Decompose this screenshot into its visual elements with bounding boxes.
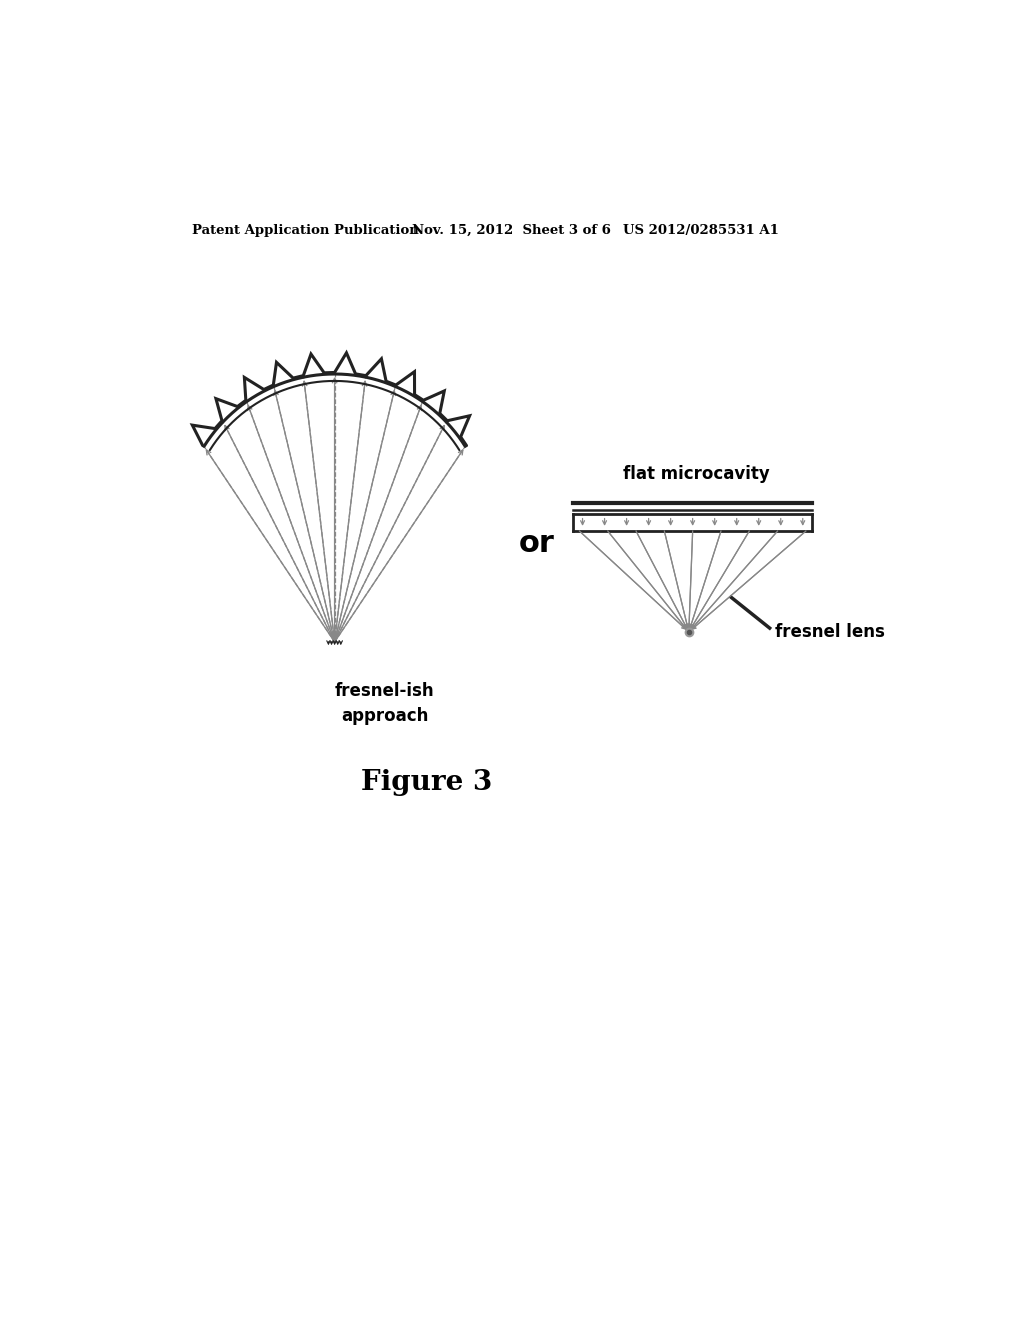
Text: fresnel lens: fresnel lens xyxy=(775,623,885,642)
Text: fresnel-ish
approach: fresnel-ish approach xyxy=(335,682,434,725)
Text: or: or xyxy=(518,529,554,558)
Text: Nov. 15, 2012  Sheet 3 of 6: Nov. 15, 2012 Sheet 3 of 6 xyxy=(412,223,610,236)
Text: Figure 3: Figure 3 xyxy=(361,768,493,796)
Text: US 2012/0285531 A1: US 2012/0285531 A1 xyxy=(624,223,779,236)
Text: flat microcavity: flat microcavity xyxy=(624,466,770,483)
Text: Patent Application Publication: Patent Application Publication xyxy=(193,223,419,236)
